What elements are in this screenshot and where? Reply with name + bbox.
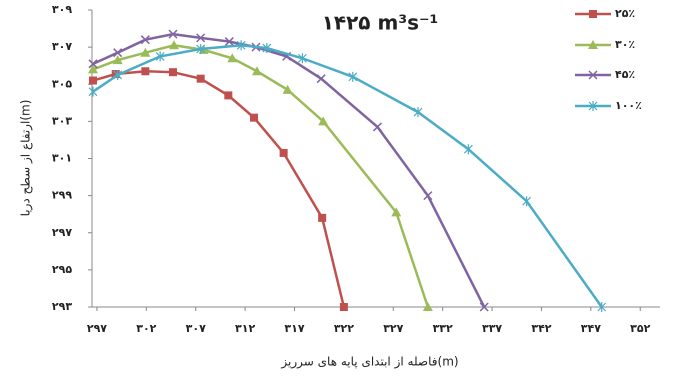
x-tick-label: ۳۱۷ [284,322,304,335]
data-point [155,51,165,62]
data-point [113,48,123,58]
y-tick-label: ۳۰۹ [52,3,72,16]
x-axis-label: فاصله از ابتدای پایه های سرریز(m) [280,355,458,370]
data-point [318,116,329,126]
data-point [196,43,206,54]
legend-label: ۲۵٪ [615,7,635,20]
x-tick-label: ۳۰۲ [136,322,156,335]
data-point [168,29,178,39]
legend-label: ۳۰٪ [615,38,635,51]
data-point [522,196,532,207]
x-tick-label: ۳۰۷ [186,322,206,335]
y-tick-label: ۳۰۳ [52,114,72,127]
x-tick-label: ۳۲۲ [334,322,354,335]
y-tick-label: ۲۹۹ [52,189,72,202]
y-axis-label: ارتفاع از سطح دریا(m) [19,100,34,217]
data-point [251,66,262,76]
data-point [88,59,98,69]
y-tick-label: ۳۰۵ [52,77,72,90]
x-tick-label: ۳۵۲ [630,322,650,335]
data-point [196,74,205,83]
data-point [597,302,607,312]
data-point [196,33,206,43]
data-point [88,86,98,97]
data-point [224,37,234,47]
data-point [140,47,151,57]
data-point [168,40,179,50]
data-point [348,71,358,82]
data-point [88,76,97,85]
data-point [87,64,98,74]
y-tick-label: ۳۰۱ [52,152,72,165]
data-point [297,53,307,64]
x-tick-label: ۳۴۲ [531,322,551,335]
x-tick-label: ۳۲۷ [383,322,403,335]
data-point [339,303,348,311]
data-point [224,91,233,100]
x-tick-label: ۳۱۲ [235,322,255,335]
series-line [92,43,430,308]
data-point [113,69,123,80]
data-point [141,67,150,76]
legend-label: ۱۰۰٪ [615,99,642,112]
y-tick-label: ۲۹۳ [52,300,72,313]
data-point [318,213,327,222]
x-tick-label: ۳۳۲ [433,322,453,335]
legend-label: ۴۵٪ [615,68,635,81]
data-point [282,84,293,94]
data-point [391,207,402,217]
data-point [422,302,433,311]
data-point [479,302,489,312]
legend-marker [588,101,598,111]
data-point [169,68,178,77]
x-tick-label: ۲۹۷ [87,322,107,335]
data-point [279,148,288,157]
y-tick-label: ۳۰۷ [52,40,72,53]
data-point [423,191,433,201]
data-point [316,74,326,84]
legend-marker [588,40,598,49]
data-point [111,70,120,79]
data-point [227,53,238,63]
data-point [413,107,423,118]
y-tick-label: ۲۹۵ [52,263,72,276]
data-point [262,43,272,54]
data-point [140,35,150,45]
legend-marker [588,70,598,80]
y-tick-label: ۲۹۷ [52,226,72,239]
data-point [372,122,383,132]
series-line [92,32,486,308]
series-line [92,44,603,308]
series-line [92,70,346,308]
legend-marker [589,10,597,18]
x-tick-label: ۳۴۷ [581,322,601,335]
data-point [250,113,259,122]
data-point [112,55,123,65]
data-point [463,144,473,155]
chart-title: ۱۴۲۵ m³s⁻¹ [322,11,439,35]
data-point [236,40,246,51]
x-tick-label: ۳۳۷ [482,322,502,335]
